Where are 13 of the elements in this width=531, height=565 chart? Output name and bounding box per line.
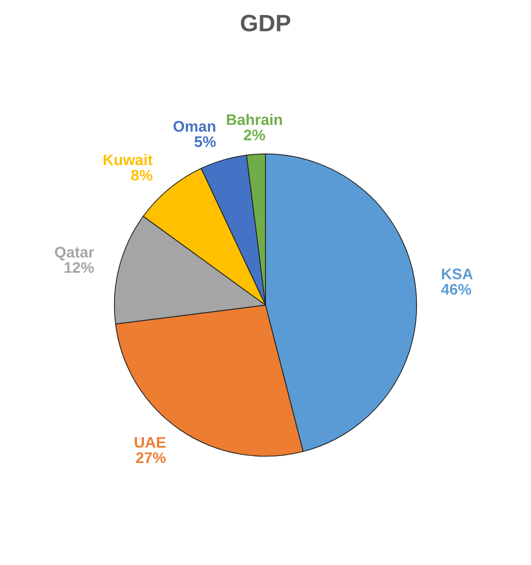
data-label: 27% — [136, 452, 166, 464]
slice-label: Bahrain — [226, 114, 282, 126]
slice-label: Kuwait — [104, 154, 153, 166]
data-label: 8% — [131, 170, 152, 181]
slice-label: Qatar — [54, 246, 94, 260]
slice-label: Oman — [174, 120, 216, 132]
data-label: 12% — [64, 262, 94, 273]
slice-label: KSA — [442, 268, 473, 280]
data-label: 5% — [194, 136, 216, 148]
chart-title: GDP — [240, 14, 290, 32]
slice-label: UAE — [134, 437, 166, 448]
data-label: 46% — [441, 284, 472, 295]
data-label: 2% — [244, 130, 266, 140]
